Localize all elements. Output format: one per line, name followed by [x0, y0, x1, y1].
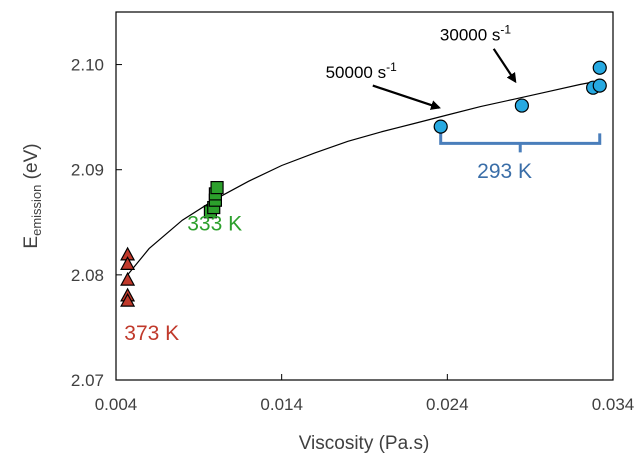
y-tick-label: 2.07: [71, 371, 104, 390]
y-axis-title-suffix: (eV): [21, 143, 42, 184]
y-axis-title-main: E: [21, 236, 42, 249]
x-tick-label: 0.024: [426, 395, 469, 414]
data-points: [120, 60, 607, 307]
annotation-arrow: [372, 84, 441, 110]
data-point-circle: [433, 119, 448, 134]
x-axis-title: Viscosity (Pa.s): [299, 433, 430, 454]
data-point-circle: [592, 60, 607, 75]
y-axis-title: Eemission (eV): [21, 143, 44, 248]
shear-rate-label: 30000 s-1: [440, 22, 511, 44]
y-tick-label: 2.08: [71, 266, 104, 285]
data-point-square: [210, 180, 224, 195]
temperature-label: 333 K: [187, 213, 242, 236]
shear-rate-label: 50000 s-1: [326, 60, 397, 82]
data-point-circle: [514, 98, 529, 113]
y-axis-title-subscript: emission: [29, 185, 44, 236]
temperature-bracket: [439, 133, 602, 153]
annotation-arrows: [372, 48, 517, 110]
data-point-triangle: [120, 292, 136, 307]
shear-rate-value: 30000 s: [440, 25, 501, 44]
axis-ticks: 0.004 0.014 0.024 0.034 2.07 2.08 2.09 2.10: [71, 56, 634, 414]
bracket-group: [439, 133, 602, 153]
x-tick-label: 0.004: [95, 395, 138, 414]
fit-curve: [127, 80, 597, 276]
fit-curve-group: [127, 80, 597, 276]
y-tick-label: 2.09: [71, 161, 104, 180]
plot-area: [115, 11, 614, 381]
data-point-circle: [592, 78, 607, 93]
x-tick-label: 0.034: [592, 395, 635, 414]
data-point-triangle: [120, 271, 136, 286]
shear-rate-exponent: -1: [386, 60, 397, 74]
shear-rate-exponent: -1: [500, 22, 511, 36]
shear-rate-value: 50000 s: [326, 63, 387, 82]
temperature-label: 373 K: [124, 322, 179, 345]
annotation-arrow: [492, 48, 517, 84]
temperature-label: 293 K: [477, 160, 532, 183]
x-tick-label: 0.014: [260, 395, 303, 414]
y-tick-label: 2.10: [71, 56, 104, 75]
data-point-triangle: [120, 256, 136, 270]
